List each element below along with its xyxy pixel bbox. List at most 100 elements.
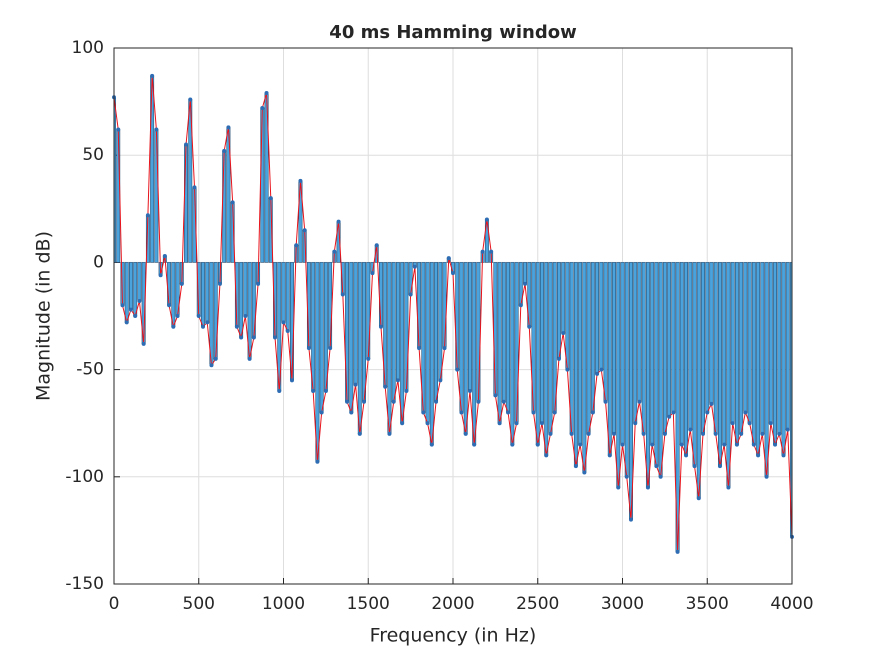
marker (328, 346, 333, 351)
marker (726, 485, 731, 490)
bar (607, 262, 612, 456)
marker (162, 253, 167, 258)
marker (662, 431, 667, 436)
y-tick-label: -50 (76, 360, 104, 380)
marker (353, 382, 358, 387)
marker (684, 453, 689, 458)
bar (578, 262, 583, 445)
marker (743, 410, 748, 415)
marker (679, 442, 684, 447)
bar (442, 262, 447, 349)
marker (256, 281, 261, 286)
x-tick-label: 4000 (770, 594, 813, 614)
bar (243, 262, 248, 317)
y-tick-label: 50 (82, 145, 104, 165)
bar (535, 262, 540, 445)
marker (455, 367, 460, 372)
marker (607, 453, 612, 458)
marker (425, 421, 430, 426)
marker (773, 442, 778, 447)
bar (417, 262, 422, 349)
marker (722, 442, 727, 447)
marker (438, 378, 443, 383)
bar (650, 262, 655, 445)
marker (531, 410, 536, 415)
bar (523, 262, 527, 285)
bar (590, 262, 595, 413)
marker (378, 324, 383, 329)
marker (116, 127, 121, 132)
x-tick-label: 2000 (431, 594, 474, 614)
bar (260, 107, 265, 263)
x-tick-label: 3500 (686, 594, 729, 614)
x-axis-label: Frequency (in Hz) (370, 625, 537, 647)
bar (540, 262, 544, 424)
bar (773, 262, 777, 445)
y-tick-label: -150 (65, 574, 104, 594)
bar (133, 262, 138, 317)
bar (743, 262, 748, 413)
bar (679, 262, 684, 445)
bar (781, 262, 786, 456)
bar (285, 262, 290, 332)
bar (429, 262, 434, 445)
marker (476, 399, 481, 404)
marker (709, 401, 714, 406)
bar (730, 262, 735, 424)
bar (692, 262, 697, 467)
marker (239, 335, 244, 340)
bar (734, 262, 739, 445)
marker (616, 485, 621, 490)
marker (535, 442, 540, 447)
marker (434, 399, 439, 404)
marker (667, 414, 672, 419)
x-tick-label: 1500 (347, 594, 390, 614)
marker (510, 442, 515, 447)
marker (569, 431, 574, 436)
marker (150, 73, 155, 78)
marker (251, 335, 256, 340)
marker (298, 178, 303, 183)
marker (429, 442, 434, 447)
bar (565, 262, 570, 370)
bar (637, 262, 642, 403)
bar (501, 262, 506, 403)
bar (353, 262, 358, 385)
marker (158, 273, 163, 278)
marker (209, 363, 214, 368)
bar (395, 262, 400, 381)
marker (645, 485, 650, 490)
marker (751, 442, 756, 447)
bar (658, 262, 663, 478)
marker (705, 410, 710, 415)
bar (328, 262, 333, 349)
marker (315, 459, 320, 464)
y-axis-label: Magnitude (in dB) (33, 231, 55, 401)
bar (760, 262, 765, 435)
marker (175, 314, 180, 318)
bar (400, 262, 405, 424)
bar (434, 262, 438, 403)
bar (645, 262, 650, 488)
marker (523, 281, 528, 286)
bar (633, 262, 638, 424)
marker (137, 298, 142, 303)
marker (340, 292, 345, 297)
bar (205, 262, 210, 323)
bar (569, 262, 574, 435)
bar (662, 262, 667, 435)
bar (476, 262, 481, 403)
marker (777, 431, 782, 436)
marker (192, 185, 197, 190)
bar (747, 262, 752, 424)
y-tick-label: 0 (93, 252, 104, 272)
marker (184, 142, 189, 147)
bar (709, 262, 714, 405)
marker (319, 410, 324, 415)
marker (387, 431, 392, 436)
marker (561, 331, 566, 336)
marker (417, 346, 422, 351)
marker (217, 281, 222, 286)
marker (586, 431, 591, 436)
y-tick-label: -100 (65, 467, 104, 487)
